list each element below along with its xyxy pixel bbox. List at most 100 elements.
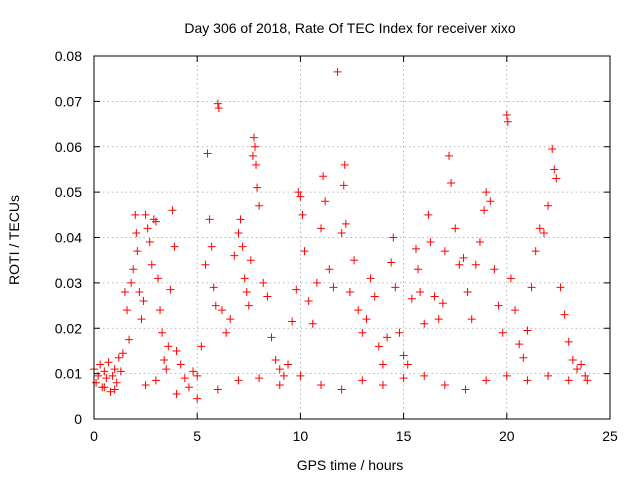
data-point [445, 151, 454, 160]
data-point [133, 247, 142, 256]
data-point [240, 274, 249, 283]
data-point [180, 374, 189, 383]
axis-ticks: 0 0.01 0.02 0.03 0.04 0.05 0.06 0.07 0.08 0 5 10 15 2… [55, 48, 618, 444]
data-point [193, 371, 202, 380]
data-point [486, 197, 495, 206]
data-point [312, 278, 321, 287]
data-point [424, 210, 433, 219]
data-point [374, 342, 383, 351]
data-point [438, 299, 447, 308]
data-point [102, 374, 111, 383]
data-point [550, 165, 559, 174]
data-point [116, 367, 125, 376]
data-point [339, 181, 348, 190]
data-point [112, 378, 121, 387]
y-tick-label: 0.01 [55, 366, 82, 382]
data-point [482, 376, 491, 385]
data-point [166, 285, 175, 294]
data-point [110, 365, 119, 374]
data-point [329, 283, 338, 292]
data-point [238, 242, 247, 251]
data-point [341, 219, 350, 228]
y-tick-label: 0.06 [55, 139, 82, 155]
data-point [197, 342, 206, 351]
data-point [304, 297, 313, 306]
y-tick-label: 0.02 [55, 320, 82, 336]
data-point [354, 306, 363, 315]
data-point [362, 315, 371, 324]
data-point [399, 374, 408, 383]
data-point [556, 283, 565, 292]
data-point [184, 383, 193, 392]
data-point [389, 233, 398, 242]
grid-lines [94, 56, 610, 419]
data-point [168, 206, 177, 215]
data-point [234, 228, 243, 237]
data-point [249, 133, 258, 142]
data-point [370, 292, 379, 301]
data-point [284, 360, 293, 369]
data-point [451, 224, 460, 233]
data-point [110, 385, 119, 394]
data-point [203, 149, 212, 158]
data-point [296, 371, 305, 380]
data-point [391, 283, 400, 292]
data-point [494, 301, 503, 310]
data-point [164, 342, 173, 351]
data-point [248, 151, 257, 160]
data-point [104, 358, 113, 367]
data-point [214, 104, 223, 113]
data-point [156, 306, 165, 315]
data-point [378, 380, 387, 389]
data-point [414, 265, 423, 274]
data-point [255, 201, 264, 210]
y-tick-label: 0.03 [55, 275, 82, 291]
data-point [118, 349, 127, 358]
data-point [250, 142, 259, 151]
data-point [162, 365, 171, 374]
data-point [317, 224, 326, 233]
data-point [399, 351, 408, 360]
data-point [539, 228, 548, 237]
data-point [292, 285, 301, 294]
data-point [158, 328, 167, 337]
data-point [308, 319, 317, 328]
x-tick-label: 0 [90, 428, 98, 444]
data-point [321, 197, 330, 206]
data-point [193, 394, 202, 403]
data-point [172, 390, 181, 399]
data-point [475, 238, 484, 247]
data-point [503, 117, 512, 126]
data-point [234, 376, 243, 385]
data-point [502, 110, 511, 119]
data-point [403, 360, 412, 369]
data-point [434, 315, 443, 324]
data-point [459, 253, 468, 262]
data-point [92, 378, 101, 387]
data-point [345, 287, 354, 296]
data-point [209, 283, 218, 292]
data-point [94, 371, 103, 380]
data-point [127, 278, 136, 287]
data-point [132, 228, 141, 237]
data-point [358, 328, 367, 337]
data-point [213, 99, 222, 108]
data-point [222, 328, 231, 337]
data-point [350, 256, 359, 265]
data-point [568, 356, 577, 365]
data-point [172, 346, 181, 355]
data-point [552, 174, 561, 183]
data-point [411, 244, 420, 253]
data-point [123, 306, 132, 315]
data-point [189, 367, 198, 376]
data-point [461, 385, 470, 394]
data-point [506, 274, 515, 283]
data-point [114, 353, 123, 362]
data-point [298, 210, 307, 219]
data-point [416, 287, 425, 296]
data-point [242, 287, 251, 296]
data-point [471, 260, 480, 269]
data-point [205, 215, 214, 224]
data-point [120, 287, 129, 296]
